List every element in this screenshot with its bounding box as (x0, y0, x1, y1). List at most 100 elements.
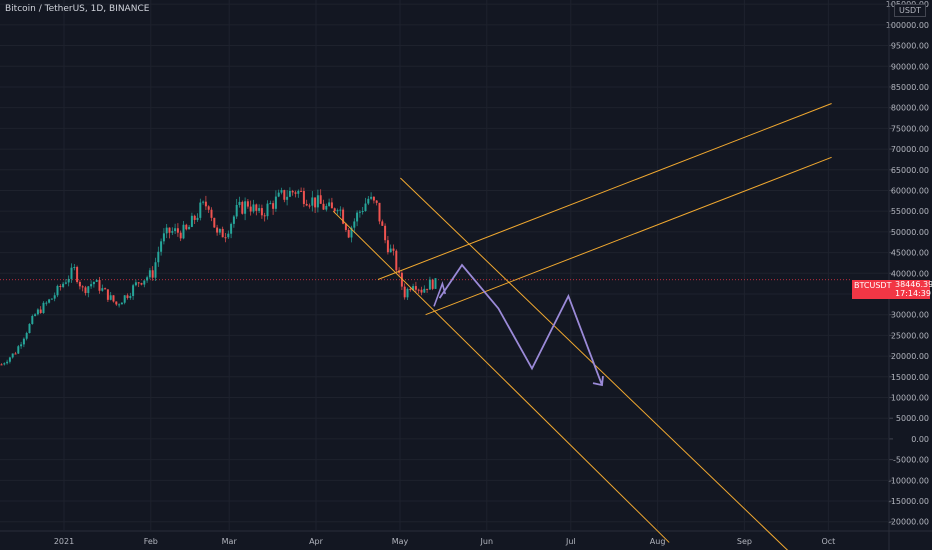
candle-body (389, 248, 392, 253)
candle-body (11, 353, 14, 358)
candle-body (322, 203, 325, 210)
candle-body (48, 299, 51, 303)
candle-body (308, 205, 311, 207)
candle-body (412, 286, 415, 291)
candle-body (328, 202, 331, 206)
candle-body (221, 228, 224, 238)
candle-body (185, 224, 188, 230)
candle-body (109, 295, 112, 300)
y-tick-label: 15000.00 (891, 373, 929, 382)
candle-body (115, 301, 118, 305)
candle-body (140, 283, 143, 285)
candle-body (151, 270, 154, 278)
candle-body (280, 190, 283, 193)
candle-body (0, 364, 3, 366)
candle-body (291, 190, 294, 193)
candle-body (168, 227, 171, 233)
candle-body (143, 280, 146, 285)
candle-body (314, 197, 317, 208)
symbol-price-tag: BTCUSDT (852, 280, 896, 299)
candle-body (434, 278, 437, 289)
y-tick-label: 40000.00 (891, 269, 929, 278)
y-tick-label: 100000.00 (886, 21, 929, 30)
candle-body (36, 309, 39, 315)
candle-body (210, 209, 213, 218)
x-tick-label: Feb (144, 537, 158, 546)
candle-body (330, 202, 333, 209)
candle-body (361, 210, 364, 212)
candle-body (255, 204, 258, 211)
trendline-ascending-lower (425, 156, 832, 316)
candle-body (316, 195, 319, 208)
candle-body (78, 282, 81, 287)
candle-body (414, 286, 417, 290)
candle-body (375, 200, 378, 203)
y-tick-label: 0.00 (911, 435, 929, 444)
candle-body (232, 216, 235, 224)
candle-body (25, 333, 28, 339)
candle-body (134, 282, 137, 286)
candle-body (22, 338, 25, 345)
candle-body (64, 282, 67, 284)
candle-body (17, 346, 20, 354)
candle-body (53, 295, 56, 299)
candle-body (428, 279, 431, 290)
candle-body (333, 208, 336, 212)
candle-body (386, 240, 389, 253)
candle-body (302, 191, 305, 204)
y-tick-label: -15000.00 (888, 497, 929, 506)
currency-label[interactable]: USDT (894, 4, 926, 17)
candle-body (269, 203, 272, 205)
candle-body (137, 282, 140, 284)
x-tick-label: Sep (737, 537, 752, 546)
candle-body (378, 202, 381, 222)
candle-body (59, 285, 62, 287)
candle-body (120, 302, 123, 305)
candle-body (358, 211, 361, 213)
candle-body (367, 198, 370, 204)
candle-body (31, 315, 34, 324)
x-tick-label: Mar (222, 537, 238, 546)
candle-body (300, 190, 303, 192)
y-tick-label: 50000.00 (891, 228, 929, 237)
candle-body (87, 286, 90, 293)
trendline-descending-upper (400, 177, 789, 550)
candle-body (174, 228, 177, 232)
candle-body (336, 210, 339, 212)
candle-body (249, 206, 252, 212)
candle-body (381, 221, 384, 226)
candle-body (241, 201, 244, 214)
candle-body (350, 227, 353, 238)
candle-body (98, 280, 101, 291)
y-tick-label: -5000.00 (893, 456, 929, 465)
last-price-tag: 38446.39 17:14:39 (892, 280, 932, 299)
candle-body (325, 205, 328, 210)
y-tick-label: 55000.00 (891, 207, 929, 216)
candle-body (106, 289, 109, 300)
candle-body (70, 267, 73, 279)
y-tick-label: 5000.00 (896, 414, 929, 423)
candle-body (3, 363, 6, 365)
x-tick-label: Jul (565, 537, 576, 546)
candle-body (123, 295, 126, 303)
candle-body (20, 344, 23, 347)
x-tick-label: Jun (480, 537, 494, 546)
y-tick-label: 25000.00 (891, 331, 929, 340)
x-tick-label: Oct (821, 537, 835, 546)
candle-body (207, 206, 210, 210)
candle-body (165, 227, 168, 234)
candle-body (84, 287, 87, 293)
candle-body (244, 201, 247, 214)
candle-body (319, 195, 322, 204)
candle-body (252, 204, 255, 212)
y-tick-label: 30000.00 (891, 311, 929, 320)
candle-body (6, 361, 9, 364)
x-tick-label: Apr (309, 537, 324, 546)
candle-body (190, 215, 193, 227)
candle-body (101, 288, 104, 291)
candle-body (132, 285, 135, 296)
candle-body (235, 205, 238, 217)
candle-body (14, 353, 17, 355)
